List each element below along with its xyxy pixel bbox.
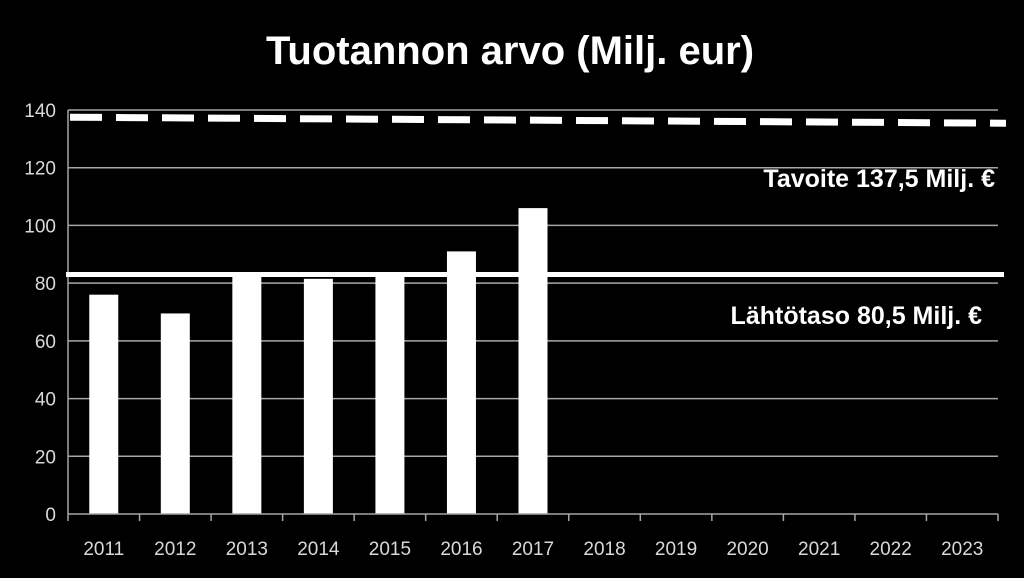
- bar-2015: [375, 274, 405, 514]
- y-tick-label: 120: [24, 159, 56, 180]
- reference-lines: [66, 113, 1007, 277]
- x-tick-label: 2014: [297, 539, 340, 560]
- x-axis-ticks: 2011 2012 2013 2014 2015 2016 2017 2018 2019 2020…: [83, 539, 983, 560]
- baseline-annotation: Lähtötaso 80,5 Milj. €: [731, 302, 983, 330]
- bar-2012: [160, 313, 190, 514]
- x-tick-label: 2018: [583, 539, 625, 560]
- x-tick-label: 2021: [798, 539, 840, 560]
- x-tick-label: 2023: [941, 539, 983, 560]
- bars: [89, 208, 548, 514]
- y-tick-label: 100: [24, 216, 56, 237]
- y-tick-label: 60: [35, 332, 56, 353]
- target-annotation: Tavoite 137,5 Milj. €: [763, 165, 995, 193]
- y-tick-label: 0: [45, 505, 56, 526]
- bar-2014: [303, 278, 333, 514]
- x-tick-label: 2020: [726, 539, 768, 560]
- x-tick-label: 2016: [440, 539, 482, 560]
- x-tick-label: 2012: [154, 539, 196, 560]
- bar-2011: [89, 294, 119, 514]
- x-tick-label: 2022: [870, 539, 912, 560]
- bar-2016: [446, 251, 476, 514]
- x-tick-label: 2015: [369, 539, 411, 560]
- axes: [67, 110, 999, 521]
- y-tick-label: 20: [35, 447, 56, 468]
- chart-title: Tuotannon arvo (Milj. eur): [266, 29, 754, 73]
- y-tick-label: 40: [35, 390, 56, 411]
- y-tick-label: 140: [24, 101, 56, 122]
- x-tick-label: 2019: [655, 539, 697, 560]
- x-tick-label: 2011: [83, 539, 124, 560]
- target-line: [69, 113, 1007, 127]
- bar-2017: [518, 208, 548, 514]
- y-tick-label: 80: [35, 274, 56, 295]
- x-tick-label: 2017: [512, 539, 554, 560]
- y-axis-ticks: 0 20 40 60 80 100 120 140: [24, 101, 56, 526]
- x-tick-label: 2013: [226, 539, 268, 560]
- bar-2013: [232, 274, 262, 514]
